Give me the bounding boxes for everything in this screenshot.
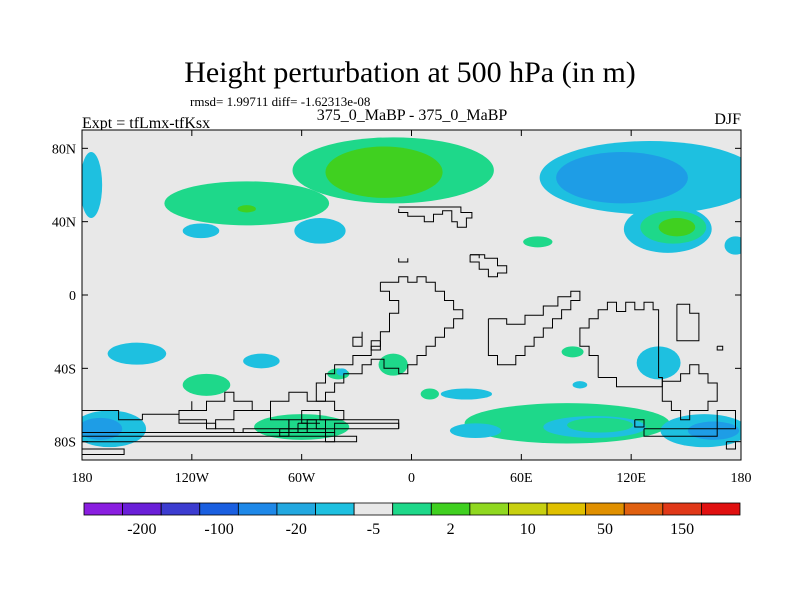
contour-region-cyan (449, 423, 502, 438)
contour-region-green (378, 353, 408, 376)
colorbar-swatch (701, 502, 741, 516)
contour-region-cyan (724, 236, 741, 255)
coastline-segment (398, 258, 409, 263)
coastline-segment (370, 340, 381, 351)
contour-region-green (182, 373, 231, 396)
left-label: Expt = tfLmx-tfKsx (82, 115, 210, 132)
coastline-segment (352, 331, 363, 347)
x-tick-label: 180 (731, 471, 752, 486)
y-tick-label: 80S (54, 436, 76, 451)
contour-region-green (561, 346, 584, 358)
coastlines (82, 206, 736, 455)
coastline-segment (82, 448, 125, 455)
y-tick-label: 0 (69, 289, 76, 304)
colorbar-swatch (392, 502, 432, 516)
contour-region-blue (556, 152, 688, 204)
colorbar-label: -200 (127, 521, 156, 538)
contour-region-cyan (107, 342, 167, 365)
colorbar-label: -5 (367, 521, 380, 538)
coastline-segment (676, 303, 700, 342)
coastline-segment (82, 410, 326, 433)
contour-region-brightgreen (658, 218, 696, 237)
contour-region-brightgreen (325, 146, 443, 198)
stats-label: rmsd= 1.99711 diff= -1.62313e-08 (190, 94, 370, 109)
colorbar-swatch (469, 502, 509, 516)
colorbar-swatch (83, 502, 123, 516)
colorbar-swatch (122, 502, 162, 516)
contour-region-green (523, 236, 553, 248)
colorbar: -200 -100 -20 -5 2 10 50 150 (83, 502, 741, 538)
colorbar-swatch (160, 502, 201, 516)
contour-region-brightgreen (237, 205, 256, 213)
colorbar-label: -100 (204, 521, 233, 538)
contour-region-cyan (336, 368, 348, 376)
x-tick-label: 120E (616, 471, 646, 486)
colorbar-swatch (237, 502, 278, 516)
colorbar-label: -20 (286, 521, 307, 538)
colorbar-swatch (430, 502, 471, 516)
colorbar-label: 150 (670, 521, 694, 538)
colorbar-label: 10 (520, 521, 536, 538)
coastline-segment (301, 410, 400, 429)
x-tick-label: 180 (72, 471, 93, 486)
contour-region-cyan (440, 388, 493, 400)
y-tick-label: 40N (52, 216, 76, 231)
axis-ticks: 180 120W 60W 0 60E 120E 180 80N 40N 0 40S 80S (52, 130, 752, 486)
coastline-segment (643, 410, 736, 437)
coastline-segment (487, 290, 581, 366)
contour-region-cyan (572, 381, 588, 389)
colorbar-swatch (508, 502, 548, 516)
right-label: DJF (714, 111, 741, 128)
coastline-segment (661, 364, 718, 421)
colorbar-label: 2 (447, 521, 455, 538)
coastline-segment (469, 254, 508, 278)
coastline-segment (579, 301, 663, 388)
x-tick-label: 60E (510, 471, 533, 486)
x-tick-label: 60W (288, 471, 316, 486)
coastline-segment (470, 254, 480, 259)
coastline-segment (242, 422, 400, 433)
colorbar-swatch (353, 502, 394, 516)
colorbar-swatch (546, 502, 587, 516)
x-tick-label: 0 (408, 471, 415, 486)
contour-region-cyan (294, 218, 346, 244)
coastline-segment (725, 441, 736, 450)
colorbar-swatch (276, 502, 316, 516)
contour-region-blue (687, 421, 740, 440)
colorbar-swatch (623, 502, 664, 516)
colorbar-swatch (199, 502, 239, 516)
colorbar-swatch (662, 502, 702, 516)
contour-region-green (420, 388, 439, 400)
coastline-segment (82, 435, 358, 443)
y-tick-label: 80N (52, 142, 76, 157)
colorbar-label: 50 (597, 521, 613, 538)
x-tick-label: 120W (175, 471, 210, 486)
colorbar-swatch (315, 502, 355, 516)
contour-region-blue (82, 417, 123, 440)
y-tick-label: 40S (54, 362, 76, 377)
coastline-segment (398, 206, 473, 228)
contour-region-green (567, 417, 633, 433)
contour-region-cyan (82, 152, 103, 218)
contour-region-green (164, 181, 330, 226)
colorbar-swatch (585, 502, 625, 516)
contour-region-cyan (243, 353, 280, 369)
chart-title: Height perturbation at 500 hPa (in m) (184, 56, 636, 89)
coastline-segment (716, 345, 724, 351)
center-label: 375_0_MaBP - 375_0_MaBP (317, 107, 508, 124)
coastline-segment (634, 419, 645, 428)
contour-region-cyan (182, 223, 220, 239)
